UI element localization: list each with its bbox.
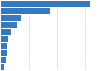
Bar	[1, 57, 6, 63]
Bar	[1, 43, 7, 49]
Bar	[1, 36, 8, 42]
Bar	[1, 8, 50, 14]
Bar	[1, 50, 7, 56]
Bar	[1, 64, 4, 70]
Bar	[1, 1, 90, 7]
Bar	[1, 22, 17, 28]
Bar	[1, 15, 21, 21]
Bar	[1, 29, 10, 35]
